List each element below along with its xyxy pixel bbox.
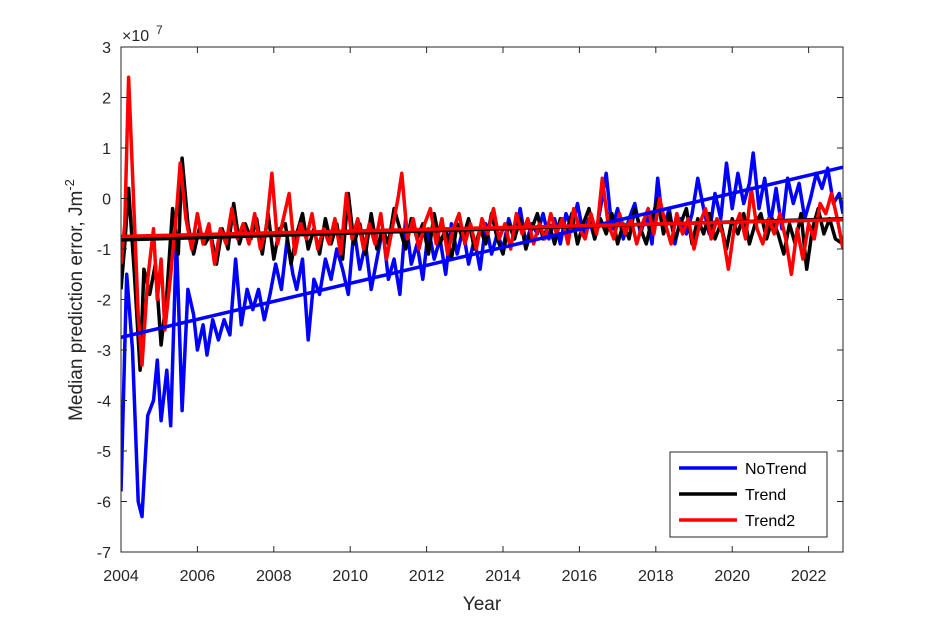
y-exponent-label: ×10 7 [122,23,163,45]
x-tick-label: 2008 [256,568,292,585]
x-tick-label: 2010 [332,568,368,585]
x-tick-label: 2020 [714,568,750,585]
y-tick-label: -7 [97,545,111,562]
y-axis-ticks: -7 -6 -5 -4 -3 -2 -1 0 1 2 3 [97,40,843,562]
y-tick-label: 1 [102,141,111,158]
y-tick-label: -5 [97,444,111,461]
trend-layer [120,165,844,340]
x-tick-label: 2014 [485,568,521,585]
legend-label-notrend: NoTrend [745,461,807,478]
x-tick-label: 2004 [103,568,139,585]
x-tick-label: 2012 [409,568,445,585]
legend: NoTrend Trend Trend2 [669,451,828,538]
series-line-trend2 [121,75,843,367]
x-tick-label: 2018 [638,568,674,585]
trend-line-trend2 [120,217,844,239]
svg-text:Median prediction error, Jm-2: Median prediction error, Jm-2 [62,179,87,421]
x-tick-label: 2022 [791,568,827,585]
y-tick-label: -2 [97,293,111,310]
x-tick-label: 2006 [180,568,216,585]
trend-line-notrend [120,165,844,340]
exponent-base: ×10 [122,28,149,45]
y-axis-label: Median prediction error, Jm-2 [62,179,87,421]
x-tick-label: 2016 [562,568,598,585]
y-tick-label: 0 [102,192,111,209]
x-axis-ticks: 2004 2006 2008 2010 2012 2014 2016 2018 2020 2022 [103,47,827,585]
y-tick-label: -3 [97,343,111,360]
y-axis-label-main: Median prediction error, Jm [66,191,87,421]
y-tick-label: -4 [97,394,111,411]
y-tick-label: 3 [102,40,111,57]
x-axis-label: Year [463,594,502,615]
y-tick-label: -6 [97,495,111,512]
y-tick-label: 2 [102,91,111,108]
legend-label-trend: Trend [745,487,786,504]
y-tick-label: -1 [97,242,111,259]
exponent-power: 7 [156,23,163,37]
y-axis-label-exponent: -2 [62,179,77,191]
legend-label-trend2: Trend2 [745,513,795,530]
